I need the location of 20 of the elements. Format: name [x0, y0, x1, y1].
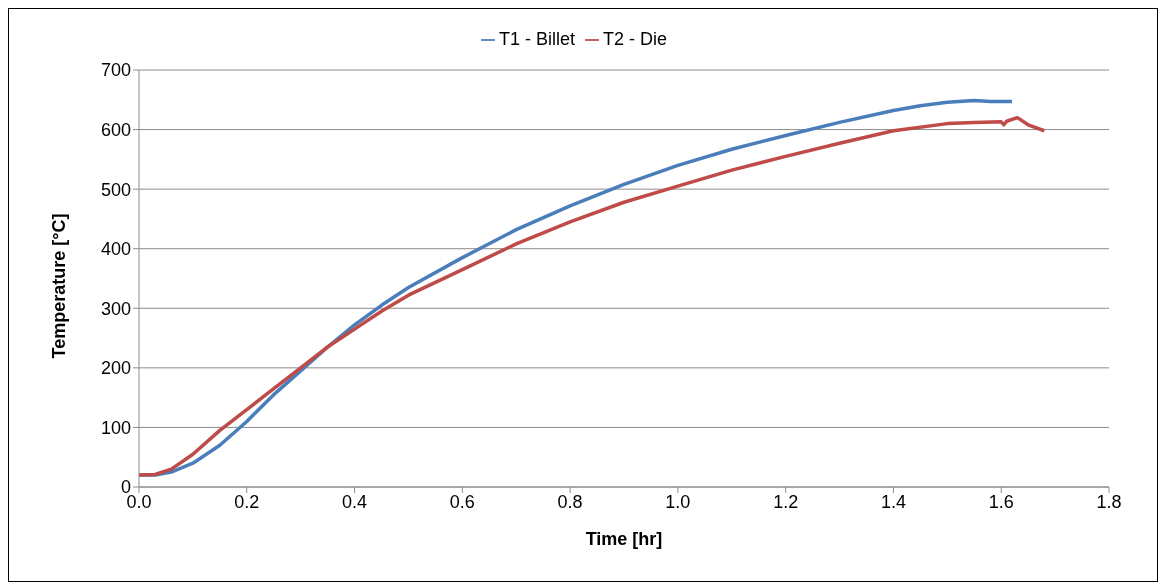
- x-tick-label: 1.4: [880, 491, 906, 512]
- y-tick-label: 500: [100, 179, 131, 200]
- x-axis-title: Time [hr]: [585, 529, 663, 549]
- x-tick-label: 0.6: [449, 491, 475, 512]
- y-tick-label: 100: [100, 417, 131, 438]
- legend-label: T1 - Billet: [498, 29, 575, 49]
- x-tick-label: 1.2: [773, 491, 799, 512]
- y-tick-label: 700: [100, 60, 131, 81]
- x-tick-label: 0.8: [557, 491, 583, 512]
- y-tick-label: 300: [100, 298, 131, 319]
- y-axis-title: Temperature [°C]: [49, 213, 70, 359]
- y-tick-label: 200: [100, 358, 131, 379]
- x-tick-label: 1.0: [665, 491, 691, 512]
- y-tick-label: 400: [100, 239, 131, 260]
- x-tick-label: 0.2: [234, 491, 260, 512]
- x-tick-label: 1.8: [1096, 491, 1122, 512]
- x-tick-label: 0.4: [342, 491, 368, 512]
- legend-label: T2 - Die: [603, 29, 668, 49]
- y-tick-label: 600: [100, 119, 131, 140]
- x-tick-label: 1.6: [988, 491, 1014, 512]
